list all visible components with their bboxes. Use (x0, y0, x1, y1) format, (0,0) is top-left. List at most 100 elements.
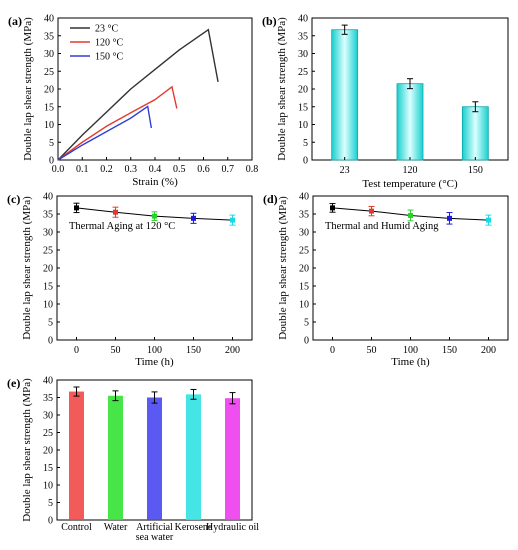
y-tick-label: 35 (43, 393, 53, 404)
legend-label: 150 °C (95, 52, 123, 63)
y-tick-label: 5 (48, 318, 53, 329)
panel-annotation: Thermal and Humid Aging (325, 221, 439, 232)
series-line-2 (57, 105, 153, 161)
x-category-label: Hydraulic oil (206, 522, 259, 533)
data-point (369, 208, 374, 214)
y-tick-label: 10 (44, 120, 54, 131)
y-tick-label: 5 (304, 318, 309, 329)
x-axis-title: Test temperature (°C) (362, 178, 458, 190)
data-point (447, 215, 452, 221)
y-tick-label: 25 (44, 67, 54, 78)
data-point (113, 209, 118, 215)
y-axis-title: Double lap shear strength (MPa) (21, 196, 33, 340)
x-tick-label: 0.5 (173, 164, 186, 175)
y-tick-label: 20 (43, 264, 53, 275)
data-point (230, 217, 235, 223)
y-tick-label: 35 (299, 210, 309, 221)
y-tick-label: 25 (43, 246, 53, 257)
panel-annotation: Thermal Aging at 120 °C (69, 221, 175, 232)
y-tick-label: 20 (43, 446, 53, 457)
x-category-label: Water (104, 522, 128, 533)
legend-label: 120 °C (95, 38, 123, 49)
y-tick-label: 20 (299, 264, 309, 275)
x-tick-label: 50 (111, 345, 121, 356)
bar (108, 395, 123, 520)
x-tick-label: 120 (403, 165, 418, 176)
bar (396, 83, 424, 161)
x-tick-label: 150 (186, 345, 201, 356)
y-tick-label: 30 (299, 228, 309, 239)
panel-label: (c) (7, 192, 20, 206)
y-tick-label: 15 (43, 463, 53, 474)
data-point (152, 213, 157, 219)
x-tick-label: 150 (442, 345, 457, 356)
y-axis-title: Double lap shear strength (MPa) (277, 196, 289, 340)
y-tick-label: 20 (44, 85, 54, 96)
x-tick-label: 23 (340, 165, 350, 176)
x-tick-label: 100 (403, 345, 418, 356)
y-tick-label: 40 (299, 192, 309, 203)
y-tick-label: 10 (299, 300, 309, 311)
data-point (330, 205, 335, 211)
y-tick-label: 25 (299, 246, 309, 257)
panel-label: (e) (7, 376, 20, 390)
y-tick-label: 15 (44, 102, 54, 113)
y-tick-label: 40 (44, 14, 54, 25)
y-tick-label: 20 (298, 85, 308, 96)
y-tick-label: 0 (49, 156, 54, 167)
x-tick-label: 100 (147, 345, 162, 356)
x-category-label: sea water (136, 532, 174, 543)
y-tick-label: 0 (304, 336, 309, 347)
y-tick-label: 5 (48, 498, 53, 509)
bar (69, 391, 84, 520)
x-tick-label: 200 (225, 345, 240, 356)
y-axis-title: Double lap shear strength (MPa) (276, 17, 288, 161)
y-tick-label: 15 (299, 282, 309, 293)
bar (461, 106, 489, 161)
series-line-0 (57, 28, 219, 161)
x-category-label: Artificial (136, 522, 173, 533)
data-point (74, 205, 79, 211)
data-point (408, 212, 413, 218)
y-tick-label: 35 (298, 31, 308, 42)
x-tick-label: 0.4 (149, 164, 162, 175)
y-tick-label: 0 (303, 156, 308, 167)
x-tick-label: 0 (74, 345, 79, 356)
x-axis-title: Time (h) (135, 356, 174, 368)
y-tick-label: 10 (298, 120, 308, 131)
y-tick-label: 30 (43, 228, 53, 239)
x-tick-label: 0.3 (125, 164, 138, 175)
y-tick-label: 10 (43, 481, 53, 492)
y-tick-label: 30 (44, 49, 54, 60)
panel-label: (d) (263, 192, 278, 206)
y-tick-label: 0 (48, 336, 53, 347)
y-tick-label: 40 (43, 376, 53, 387)
x-tick-label: 150 (468, 165, 483, 176)
y-tick-label: 25 (298, 67, 308, 78)
panel-label: (a) (8, 14, 22, 28)
y-tick-label: 15 (43, 282, 53, 293)
series-line-1 (57, 85, 178, 161)
y-tick-label: 10 (43, 300, 53, 311)
x-tick-label: 0.6 (197, 164, 210, 175)
y-tick-label: 40 (43, 192, 53, 203)
x-tick-label: 0.2 (100, 164, 113, 175)
x-tick-label: 0.7 (222, 164, 235, 175)
data-point (191, 215, 196, 221)
y-tick-label: 15 (298, 102, 308, 113)
x-tick-label: 50 (367, 345, 377, 356)
y-axis-title: Double lap shear strength (MPa) (22, 17, 34, 161)
y-tick-label: 35 (43, 210, 53, 221)
x-axis-title: Strain (%) (132, 176, 178, 188)
y-tick-label: 0 (48, 516, 53, 527)
data-point (486, 217, 491, 223)
bar (331, 29, 359, 161)
x-tick-label: 0.8 (246, 164, 259, 175)
panel-label: (b) (262, 14, 277, 28)
x-tick-label: 0.1 (76, 164, 89, 175)
bar (147, 397, 162, 520)
y-tick-label: 25 (43, 428, 53, 439)
bar (225, 398, 240, 520)
x-category-label: Kerosene (175, 522, 213, 533)
